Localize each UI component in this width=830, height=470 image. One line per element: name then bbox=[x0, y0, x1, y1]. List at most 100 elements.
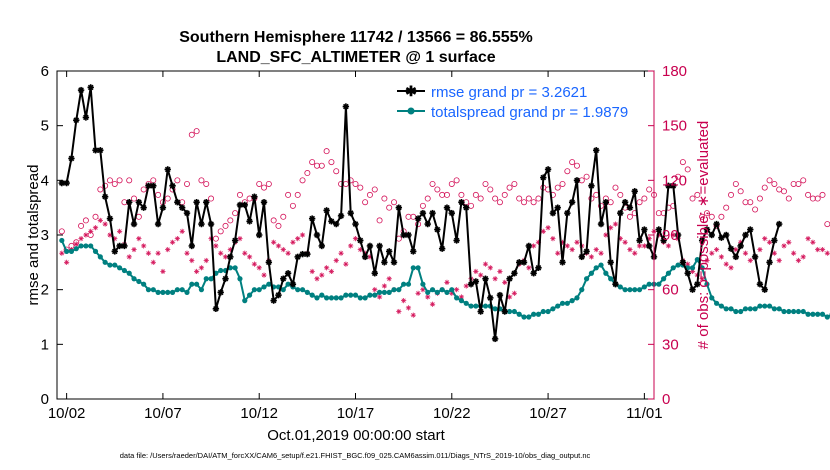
rmse-point-stroke bbox=[381, 259, 388, 266]
evaluated-obs-point-stroke bbox=[372, 287, 377, 292]
evaluated-obs-point bbox=[314, 276, 320, 282]
evaluated-obs-point bbox=[502, 279, 508, 285]
rmse-point bbox=[308, 215, 316, 222]
evaluated-obs-point bbox=[376, 294, 383, 300]
totalspread-point bbox=[184, 289, 190, 295]
rmse-point-stroke bbox=[525, 243, 532, 249]
evaluated-obs-point bbox=[203, 257, 209, 264]
evaluated-obs-point bbox=[213, 243, 219, 249]
evaluated-obs-point bbox=[198, 265, 205, 271]
totalspread-point bbox=[343, 292, 349, 298]
totalspread-point bbox=[675, 262, 681, 268]
x-tick-label: 10/02 bbox=[48, 405, 86, 422]
evaluated-obs-point-stroke bbox=[59, 251, 64, 256]
rmse-point bbox=[357, 237, 364, 244]
rmse-point bbox=[612, 281, 619, 288]
totalspread-point bbox=[169, 289, 176, 295]
evaluated-obs-point bbox=[97, 217, 103, 224]
totalspread-point bbox=[454, 295, 460, 301]
rmse-point-stroke bbox=[136, 199, 142, 206]
rmse-point-stroke bbox=[318, 243, 325, 249]
possible-obs-point bbox=[289, 202, 296, 209]
evaluated-obs-point-stroke bbox=[281, 247, 286, 252]
rmse-point bbox=[222, 275, 229, 282]
rmse-point-stroke bbox=[660, 237, 667, 244]
possible-obs-point bbox=[275, 222, 282, 229]
rmse-point bbox=[747, 226, 754, 233]
totalspread-point bbox=[218, 267, 224, 274]
evaluated-obs-point bbox=[92, 225, 99, 231]
possible-obs-point bbox=[641, 195, 648, 202]
possible-obs-point bbox=[333, 168, 340, 175]
rmse-point-stroke bbox=[689, 286, 696, 293]
rmse-point bbox=[410, 248, 417, 255]
rmse-point-stroke bbox=[376, 243, 383, 249]
rmse-point bbox=[515, 259, 523, 266]
possible-obs-point bbox=[511, 180, 518, 187]
totalspread-point bbox=[550, 306, 556, 312]
rmse-point-stroke bbox=[511, 270, 518, 277]
evaluated-obs-point bbox=[83, 232, 89, 238]
x-tick-label: 10/27 bbox=[529, 405, 567, 422]
evaluated-obs-point-stroke bbox=[175, 236, 180, 241]
evaluated-obs-point-stroke bbox=[714, 247, 719, 252]
evaluated-obs-point bbox=[242, 250, 248, 256]
rmse-point bbox=[617, 209, 624, 217]
evaluated-obs-point-stroke bbox=[310, 269, 315, 274]
rmse-point-stroke bbox=[208, 221, 214, 227]
rmse-point bbox=[597, 220, 605, 228]
evaluated-obs-point-stroke bbox=[478, 272, 483, 278]
rmse-point-stroke bbox=[357, 237, 364, 244]
rmse-point-stroke bbox=[607, 259, 614, 266]
possible-obs-point bbox=[294, 191, 301, 198]
evaluated-obs-point-stroke bbox=[627, 247, 633, 252]
evaluated-obs-point-stroke bbox=[531, 243, 536, 249]
evaluated-obs-point bbox=[174, 236, 180, 242]
evaluated-obs-point bbox=[141, 243, 147, 249]
data-file-footer: data file: /Users/raeder/DAI/ATM_forcXX/… bbox=[120, 451, 591, 460]
rmse-point-stroke bbox=[535, 264, 542, 271]
possible-obs-point bbox=[366, 191, 373, 198]
rmse-point-stroke bbox=[776, 221, 783, 227]
possible-obs-point bbox=[747, 199, 754, 206]
evaluated-obs-point-stroke bbox=[213, 243, 219, 249]
totalspread-point bbox=[752, 306, 758, 312]
totalspread-point bbox=[444, 289, 450, 295]
possible-obs-point bbox=[612, 184, 619, 191]
possible-obs-point bbox=[265, 180, 272, 187]
rmse-point-stroke bbox=[704, 226, 710, 233]
evaluated-obs-point-stroke bbox=[459, 294, 464, 300]
rmse-point bbox=[92, 147, 99, 154]
evaluated-obs-point bbox=[478, 272, 484, 278]
rmse-point bbox=[568, 199, 576, 206]
rmse-point bbox=[203, 199, 210, 206]
evaluated-obs-point bbox=[256, 265, 262, 271]
y-tick-label: 3 bbox=[41, 227, 49, 244]
evaluated-obs-point-stroke bbox=[146, 251, 151, 256]
evaluated-obs-point bbox=[665, 243, 672, 249]
totalspread-point bbox=[68, 248, 75, 254]
possible-obs-point bbox=[323, 148, 330, 155]
totalspread-point bbox=[531, 311, 537, 317]
rmse-point-stroke bbox=[343, 103, 349, 110]
rmse-point bbox=[491, 335, 499, 343]
rmse-point bbox=[395, 204, 403, 211]
evaluated-obs-point bbox=[381, 283, 387, 289]
rmse-point-stroke bbox=[540, 174, 547, 181]
evaluated-obs-point-stroke bbox=[165, 247, 170, 252]
evaluated-obs-point-stroke bbox=[223, 254, 228, 259]
totalspread-point bbox=[583, 276, 590, 282]
evaluated-obs-point-stroke bbox=[170, 240, 175, 245]
possible-obs-point bbox=[362, 199, 369, 206]
possible-obs-point bbox=[126, 177, 133, 184]
evaluated-obs-point bbox=[588, 254, 595, 260]
evaluated-obs-point bbox=[728, 265, 734, 271]
rmse-point-stroke bbox=[184, 210, 190, 216]
evaluated-obs-point-stroke bbox=[314, 276, 320, 281]
rmse-point-stroke bbox=[280, 275, 287, 282]
evaluated-obs-point-stroke bbox=[728, 265, 734, 270]
totalspread-point bbox=[64, 248, 70, 254]
evaluated-obs-point bbox=[704, 257, 710, 264]
rmse-point bbox=[77, 86, 85, 94]
rmse-point bbox=[660, 237, 667, 244]
